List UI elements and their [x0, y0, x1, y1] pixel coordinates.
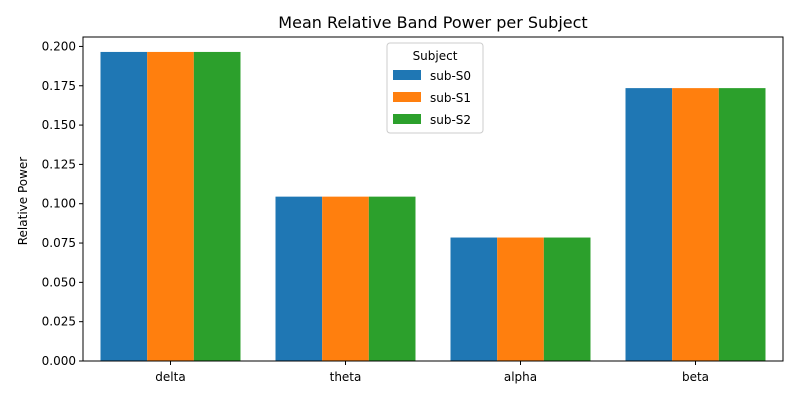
y-axis-ticks: 0.000 0.025 0.050 0.075 0.100 0.125 0.150 0.175…: [42, 39, 83, 368]
y-tick-label: 0.125: [42, 157, 76, 171]
bar-sub-S2-beta: [718, 88, 766, 361]
y-tick-label: 0.025: [42, 315, 76, 329]
legend-swatch: [393, 114, 421, 124]
x-tick-label: beta: [682, 370, 709, 384]
bar-sub-S0-theta: [275, 196, 323, 361]
bar-sub-S1-delta: [147, 51, 194, 362]
bar-sub-S2-alpha: [543, 237, 591, 361]
x-tick-label: theta: [330, 370, 362, 384]
bar-sub-S2-delta: [193, 51, 241, 362]
legend: Subject sub-S0 sub-S1 sub-S2: [386, 42, 484, 134]
bar-sub-S0-beta: [625, 88, 673, 361]
y-tick-label: 0.200: [42, 39, 76, 53]
legend-swatch: [393, 92, 421, 102]
legend-label: sub-S0: [430, 69, 471, 83]
x-tick-label: alpha: [504, 370, 537, 384]
y-tick-label: 0.000: [42, 354, 76, 368]
y-tick-label: 0.100: [42, 197, 76, 211]
bar-sub-S0-delta: [100, 51, 148, 362]
x-axis-ticks: delta theta alpha beta: [155, 361, 709, 384]
legend-swatch: [393, 70, 421, 80]
y-tick-label: 0.175: [42, 79, 76, 93]
bar-sub-S0-alpha: [450, 237, 498, 361]
legend-box: [386, 42, 484, 134]
bar-sub-S1-theta: [322, 196, 369, 361]
bars-layer: [100, 51, 766, 362]
legend-label: sub-S2: [430, 113, 471, 127]
y-axis-label: Relative Power: [16, 157, 30, 246]
y-tick-label: 0.075: [42, 236, 76, 250]
bar-sub-S2-theta: [368, 196, 416, 361]
y-tick-label: 0.150: [42, 118, 76, 132]
legend-label: sub-S1: [430, 91, 471, 105]
bar-sub-S1-alpha: [497, 237, 544, 361]
legend-title: Subject: [413, 49, 458, 63]
chart-title: Mean Relative Band Power per Subject: [278, 13, 587, 32]
y-tick-label: 0.050: [42, 275, 76, 289]
bar-sub-S1-beta: [672, 88, 719, 361]
x-tick-label: delta: [155, 370, 185, 384]
plot-frame: [82, 36, 784, 362]
